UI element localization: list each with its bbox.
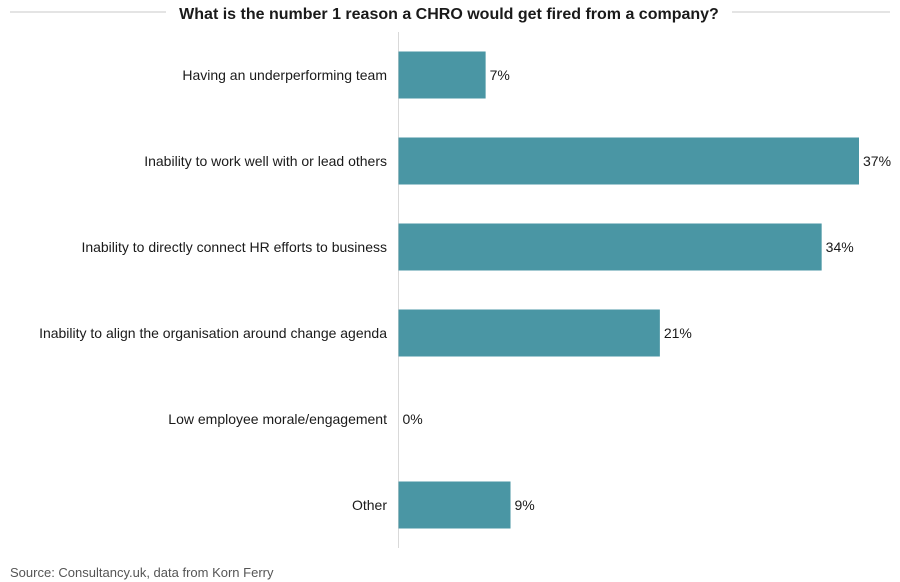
value-label: 34% <box>826 239 854 255</box>
bar <box>398 481 511 529</box>
chart-title: What is the number 1 reason a CHRO would… <box>179 6 719 23</box>
bar <box>398 223 822 271</box>
bar <box>398 309 660 357</box>
bars-group: Having an underperforming team 7% Inabilit… <box>39 51 891 529</box>
category-label: Other <box>352 497 387 513</box>
value-label: 0% <box>403 411 423 427</box>
value-label: 9% <box>515 497 535 513</box>
category-label: Low employee morale/engagement <box>168 411 387 427</box>
bar <box>398 137 859 185</box>
bar <box>398 51 486 99</box>
category-label: Inability to work well with or lead othe… <box>144 153 387 169</box>
value-label: 37% <box>863 153 891 169</box>
category-label: Having an underperforming team <box>182 67 387 83</box>
category-label: Inability to align the organisation arou… <box>39 325 387 341</box>
source-note: Source: Consultancy.uk, data from Korn F… <box>10 565 274 580</box>
category-label: Inability to directly connect HR efforts… <box>81 239 387 255</box>
value-label: 7% <box>490 67 510 83</box>
value-label: 21% <box>664 325 692 341</box>
